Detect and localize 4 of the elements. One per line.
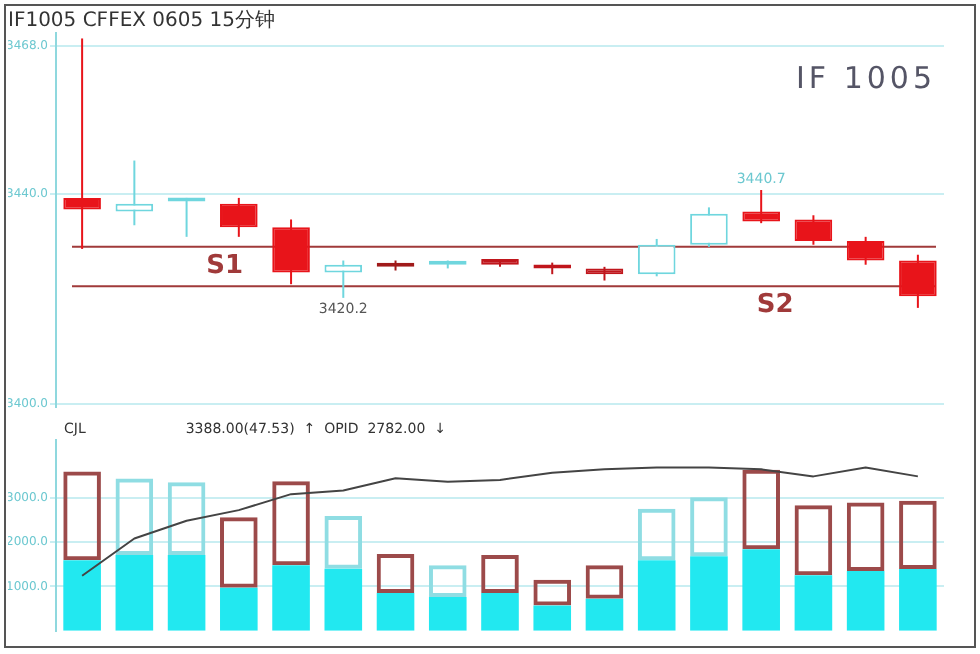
chart-subtitle: IF1005 CFFEX 0605 15分钟 xyxy=(8,7,276,34)
ref-line-label: S1 xyxy=(206,250,244,281)
ref-line-label: S2 xyxy=(756,290,794,321)
text: IF 1005 xyxy=(796,60,936,96)
